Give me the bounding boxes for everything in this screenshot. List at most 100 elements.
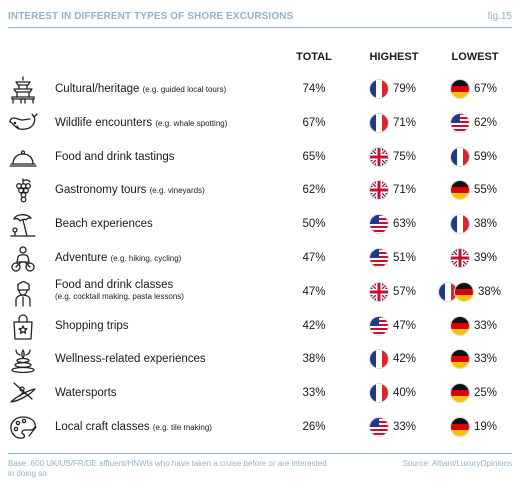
- excursion-label: Adventure (e.g. hiking, cycling): [55, 252, 181, 264]
- excursion-name: Local craft classes: [55, 421, 150, 433]
- total-value: 65%: [302, 150, 326, 163]
- source-note: Source: Altiant/LuxuryOpinions: [402, 459, 512, 468]
- base-note: Base: 600 UK/US/FR/DE affluent/HNWIs who…: [8, 459, 327, 478]
- excursion-name: Adventure: [55, 252, 108, 264]
- cloche-icon: [8, 144, 38, 172]
- excursion-label: Food and drink tastings: [55, 151, 175, 163]
- excursion-name: Wildlife encounters: [55, 116, 153, 129]
- highest-cell: 57%: [369, 281, 417, 304]
- excursion-example: (e.g. tile making): [152, 423, 212, 432]
- germany-flag-icon: [450, 315, 470, 336]
- paint-palette-icon: [8, 414, 38, 442]
- table-row: Beach experiences 50% 63% 38%: [0, 208, 522, 242]
- highest-cell: 71%: [369, 180, 416, 202]
- excursion-example: (e.g. hiking, cycling): [110, 254, 182, 263]
- table-row: Watersports 33% 40% 25%: [0, 377, 522, 411]
- header-divider: [8, 27, 512, 28]
- highest-cell: 79%: [369, 79, 416, 101]
- excursion-label: Food and drink classes (e.g. cocktail mak…: [55, 279, 184, 301]
- highest-value: 42%: [393, 353, 417, 366]
- lowest-cell: 67%: [450, 79, 497, 101]
- highest-cell: 63%: [369, 214, 416, 236]
- lowest-value: 33%: [474, 353, 498, 366]
- excursion-name: Cultural/heritage: [55, 83, 140, 95]
- excursion-example: (e.g. cocktail making, pasta lessons): [55, 291, 184, 301]
- france-flag-icon: [450, 146, 470, 167]
- lowest-cell: 33%: [450, 349, 497, 371]
- uk-flag-icon: [450, 248, 470, 268]
- table-row: Gastronomy tours (e.g. vineyards) 62% 71% 5…: [0, 174, 522, 208]
- table-row: Wildlife encounters (e.g. whale spotting…: [0, 107, 522, 141]
- usa-flag-icon: [450, 112, 470, 133]
- lowest-cell: 59%: [450, 146, 498, 169]
- lowest-cell: 38%: [450, 214, 497, 236]
- excursion-name: Wellness-related experiences: [55, 353, 206, 366]
- france-flag-icon: [369, 383, 389, 404]
- usa-flag-icon: [369, 214, 389, 235]
- lowest-value: 67%: [474, 83, 498, 95]
- highest-value: 33%: [393, 421, 417, 433]
- usa-flag-icon: [369, 417, 389, 437]
- excursion-label: Wildlife encounters (e.g. whale spotting…: [55, 117, 227, 129]
- total-value: 26%: [302, 421, 326, 433]
- table-row: Food and drink tastings 65% 75% 59%: [0, 141, 522, 175]
- total-value: 33%: [302, 387, 326, 400]
- table-row: Cultural/heritage (e.g. guided local tou…: [0, 73, 522, 107]
- uk-flag-icon: [369, 180, 389, 201]
- lowest-cell: 33%: [450, 315, 498, 338]
- total-value: 47%: [302, 285, 326, 298]
- germany-flag-icon: [450, 79, 470, 99]
- pagoda-icon: [8, 76, 38, 104]
- excursion-label: Local craft classes (e.g. tile making): [55, 421, 212, 433]
- lowest-value: 33%: [474, 319, 498, 332]
- lowest-cell: 25%: [450, 383, 497, 405]
- lowest-value: 38%: [474, 218, 498, 231]
- lowest-cell: 62%: [450, 112, 498, 135]
- lowest-value: 38%: [478, 285, 502, 298]
- excursion-name: Food and drink classes: [55, 278, 174, 291]
- highest-cell: 40%: [369, 383, 416, 405]
- excursion-label: Wellness-related experiences: [55, 353, 206, 365]
- highest-value: 63%: [393, 218, 417, 231]
- highest-value: 57%: [393, 285, 417, 298]
- excursion-example: (e.g. guided local tours): [142, 85, 227, 94]
- france-flag-icon: [450, 214, 470, 235]
- france-flag-icon: [369, 112, 389, 133]
- spa-stones-icon: [8, 346, 38, 374]
- excursion-name: Beach experiences: [55, 218, 153, 231]
- lowest-value: 39%: [474, 252, 498, 264]
- total-value: 50%: [302, 218, 326, 231]
- total-value: 62%: [302, 184, 326, 197]
- table-row: Shopping trips 42% 47% 33%: [0, 310, 522, 344]
- lowest-value: 59%: [474, 150, 498, 163]
- germany-flag-icon: [450, 349, 470, 370]
- chef-icon: [8, 279, 38, 307]
- uk-flag-icon: [369, 146, 389, 167]
- usa-flag-icon: [369, 315, 389, 336]
- whale-icon: [8, 110, 38, 138]
- germany-flag-icon: [450, 383, 470, 404]
- uk-flag-icon: [369, 281, 389, 302]
- lowest-cell: 38%: [438, 281, 502, 304]
- excursion-example: (e.g. whale spotting): [155, 118, 228, 128]
- highest-cell: 51%: [369, 248, 416, 270]
- beach-umbrella-icon: [8, 211, 38, 239]
- lowest-cell: 19%: [450, 417, 497, 439]
- cyclist-icon: [8, 245, 38, 273]
- total-value: 42%: [302, 319, 326, 332]
- excursion-label: Cultural/heritage (e.g. guided local tou…: [55, 83, 226, 95]
- excursion-label: Beach experiences: [55, 218, 153, 230]
- highest-value: 75%: [393, 150, 417, 163]
- table-row: Food and drink classes (e.g. cocktail mak…: [0, 276, 522, 310]
- excursion-label: Watersports: [55, 387, 117, 399]
- column-header-lowest: LOWEST: [451, 51, 499, 63]
- column-header-total: TOTAL: [296, 51, 332, 63]
- table-row: Adventure (e.g. hiking, cycling) 47% 51% 39…: [0, 242, 522, 276]
- lowest-value: 55%: [474, 184, 498, 197]
- grapes-icon: [8, 177, 38, 205]
- lowest-cell: 55%: [450, 180, 497, 202]
- total-value: 47%: [302, 252, 326, 264]
- highest-cell: 42%: [369, 349, 416, 371]
- table-row: Local craft classes (e.g. tile making) 26…: [0, 411, 522, 445]
- lowest-value: 62%: [474, 116, 498, 129]
